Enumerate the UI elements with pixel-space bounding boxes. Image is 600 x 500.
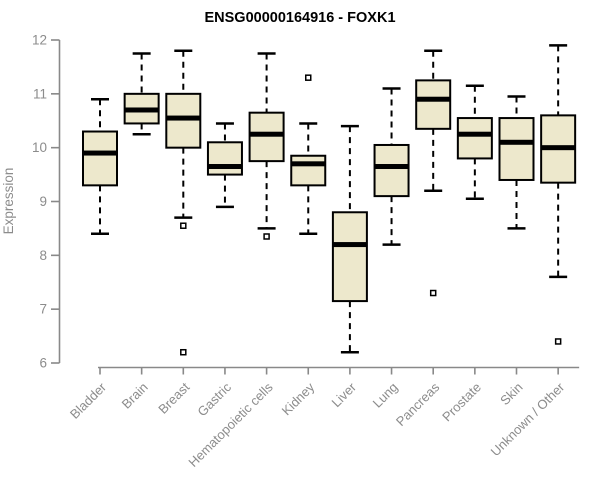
median-line (291, 161, 326, 167)
boxplot-brain (123, 52, 160, 136)
median-line (457, 131, 492, 137)
boxplot-bladder (82, 97, 118, 236)
boxplot-breast (165, 49, 202, 356)
median-line (332, 242, 367, 248)
y-tick-label: 7 (39, 302, 47, 317)
outlier-point (429, 289, 437, 297)
iqr-box (373, 143, 410, 198)
y-tick-label: 6 (39, 356, 47, 371)
outlier-point (554, 338, 562, 345)
x-tick-label-breast: Breast (155, 379, 192, 416)
iqr-box (82, 130, 118, 187)
iqr-box (456, 117, 493, 160)
iqr-box (206, 141, 243, 176)
median-line (83, 150, 117, 156)
median-line (499, 139, 534, 145)
x-tick-label-kidney: Kidney (279, 379, 318, 418)
iqr-box (248, 111, 285, 163)
iqr-box (415, 79, 452, 130)
iqr-box (331, 211, 368, 303)
outlier-point (305, 74, 312, 81)
boxplot-hematopoietic-cells (248, 52, 285, 240)
x-tick-label-prostate: Prostate (439, 380, 484, 425)
boxplot-kidney (290, 74, 327, 236)
y-tick-label: 11 (33, 86, 47, 101)
boxplot-gastric (206, 122, 243, 209)
x-tick-label-gastric: Gastric (194, 379, 234, 419)
median-line (374, 164, 409, 170)
y-axis-title: Expression (1, 168, 16, 235)
y-tick-label: 10 (32, 140, 47, 155)
boxplot-lung (373, 87, 410, 246)
median-line (541, 145, 576, 151)
outlier-point (263, 233, 270, 240)
x-tick-label-liver: Liver (328, 379, 359, 410)
median-line (416, 96, 451, 102)
x-tick-label-lung: Lung (370, 380, 401, 411)
chart-title: ENSG00000164916 - FOXK1 (204, 10, 395, 26)
median-line (207, 164, 242, 170)
median-line (124, 107, 159, 113)
boxplot-liver (331, 124, 368, 354)
x-tick-label-pancreas: Pancreas (393, 379, 443, 429)
median-line (166, 115, 201, 121)
y-tick-label: 9 (39, 194, 47, 209)
x-tick-label-brain: Brain (119, 380, 151, 412)
boxplot-prostate (456, 84, 493, 201)
boxplot-pancreas (415, 49, 452, 297)
x-tick-label-skin: Skin (497, 380, 525, 408)
iqr-box (498, 117, 535, 181)
x-tick-label-unknown-other: Unknown / Other (488, 379, 568, 459)
boxplot-skin (498, 95, 535, 230)
outlier-point (180, 222, 187, 229)
y-tick-label: 8 (39, 248, 47, 263)
boxplot-unknown-other (540, 44, 577, 345)
iqr-box (290, 154, 327, 187)
iqr-box (165, 92, 202, 149)
boxplots (82, 44, 577, 356)
x-tick-label-bladder: Bladder (67, 379, 110, 422)
outlier-point (180, 348, 187, 356)
y-tick-label: 12 (32, 33, 47, 48)
median-line (249, 131, 284, 137)
